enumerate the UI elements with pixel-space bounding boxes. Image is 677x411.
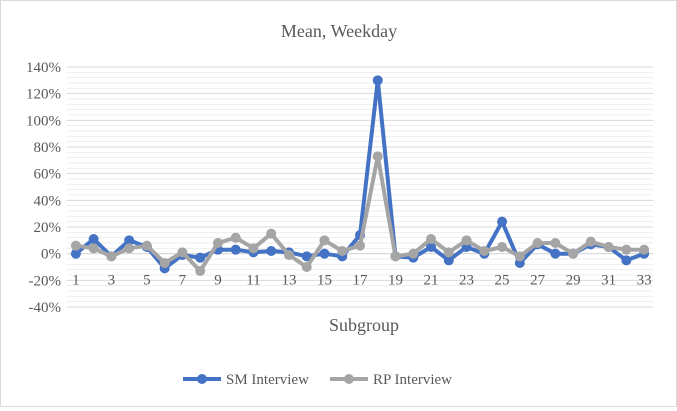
x-tick-label: 21 — [424, 273, 439, 289]
y-tick-label: 0% — [41, 247, 61, 263]
data-point — [408, 248, 419, 259]
data-point — [461, 235, 472, 246]
x-tick-label: 33 — [637, 273, 652, 289]
data-point — [550, 238, 561, 248]
y-axis-tick-labels: -40% -20% 0% 20% 40% 60% 80% 100% 120% 140% — [26, 60, 61, 316]
data-point — [177, 247, 188, 258]
data-point — [70, 240, 81, 251]
data-point — [283, 250, 294, 260]
data-point — [514, 251, 525, 262]
x-tick-label: 25 — [495, 273, 510, 289]
data-point — [301, 251, 312, 262]
data-point — [212, 238, 223, 248]
data-point — [124, 243, 135, 254]
data-point — [195, 266, 206, 276]
data-point — [301, 262, 312, 272]
data-point — [532, 238, 543, 248]
data-point — [426, 234, 437, 244]
x-tick-label: 17 — [353, 273, 369, 289]
chart-title: Mean, Weekday — [281, 21, 397, 41]
x-tick-label: 23 — [459, 273, 474, 289]
series-rp-interview — [70, 151, 650, 276]
data-point — [88, 243, 99, 254]
y-tick-label: 140% — [26, 60, 61, 76]
data-point — [124, 235, 135, 246]
data-point — [372, 75, 383, 86]
data-point — [372, 151, 383, 162]
data-point — [639, 244, 650, 255]
x-tick-label: 7 — [179, 273, 187, 289]
data-point — [70, 248, 81, 259]
data-point — [141, 240, 152, 251]
x-tick-label: 15 — [317, 273, 332, 289]
data-point — [568, 248, 579, 259]
data-point — [337, 246, 348, 256]
legend-marker — [344, 374, 354, 384]
data-point — [248, 243, 259, 254]
data-point — [390, 251, 401, 262]
legend: SM Interview RP Interview — [183, 372, 452, 388]
legend-marker — [197, 374, 207, 384]
data-point — [621, 255, 632, 266]
data-point — [106, 251, 117, 262]
data-point — [319, 235, 330, 246]
x-tick-label: 5 — [143, 273, 151, 289]
x-axis-label: Subgroup — [329, 315, 399, 335]
gridlines — [67, 66, 653, 308]
x-tick-label: 27 — [530, 273, 546, 289]
x-tick-label: 3 — [108, 273, 116, 289]
data-point — [426, 242, 437, 252]
y-tick-label: -20% — [29, 273, 62, 289]
data-point — [355, 240, 365, 251]
data-point — [88, 234, 99, 244]
x-tick-label: 31 — [601, 273, 616, 289]
x-axis-tick-labels: 1 3 5 7 9 11 13 15 17 19 21 23 25 27 29 31 33 — [72, 273, 651, 289]
y-tick-label: 20% — [34, 220, 62, 236]
x-tick-label: 19 — [388, 273, 403, 289]
data-point — [497, 216, 508, 227]
y-tick-label: -40% — [29, 300, 62, 316]
data-point — [443, 255, 454, 266]
data-point — [603, 242, 614, 252]
data-point — [159, 258, 170, 268]
y-tick-label: 60% — [34, 167, 62, 183]
legend-label: SM Interview — [226, 372, 309, 388]
y-tick-label: 100% — [26, 113, 61, 129]
series-lines — [70, 75, 650, 276]
data-point — [230, 232, 241, 243]
x-tick-label: 9 — [214, 273, 222, 289]
data-point — [319, 248, 330, 259]
y-tick-label: 80% — [34, 140, 62, 156]
data-point — [621, 244, 632, 255]
data-point — [443, 247, 454, 258]
data-point — [550, 248, 561, 259]
legend-label: RP Interview — [373, 372, 452, 388]
data-point — [585, 236, 596, 247]
data-point — [479, 246, 490, 256]
x-tick-label: 11 — [246, 273, 260, 289]
data-point — [497, 242, 508, 252]
x-tick-label: 29 — [566, 273, 581, 289]
x-tick-label: 13 — [281, 273, 296, 289]
x-tick-label: 1 — [72, 273, 80, 289]
y-tick-label: 40% — [34, 193, 62, 209]
data-point — [266, 228, 277, 239]
data-point — [230, 244, 241, 255]
y-tick-label: 120% — [26, 87, 61, 103]
data-point — [195, 252, 206, 263]
data-point — [266, 246, 277, 256]
